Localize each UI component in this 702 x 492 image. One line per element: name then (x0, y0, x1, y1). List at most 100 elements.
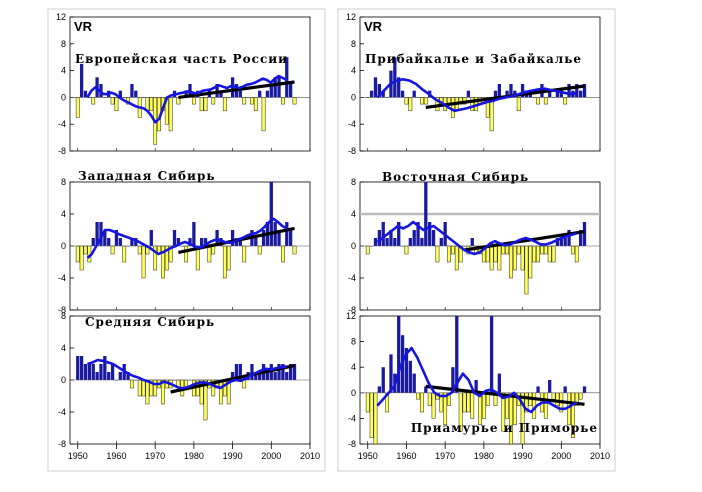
bar-positive-1987 (219, 90, 223, 98)
bar-negative-1970 (443, 392, 448, 426)
bar-positive-2005 (579, 230, 583, 246)
bar-positive-2004 (285, 372, 289, 380)
bar-negative-1996 (543, 392, 548, 419)
bar-negative-1984 (497, 245, 502, 271)
panel-title: Приамурье и Приморье (411, 421, 598, 435)
bar-positive-1984 (497, 84, 501, 98)
bar-positive-2002 (277, 77, 281, 98)
bar-negative-1966 (427, 392, 432, 406)
y-tick-label: 12 (56, 12, 66, 22)
bar-negative-1967 (141, 245, 146, 279)
bar-negative-1987 (509, 392, 513, 445)
y-tick-label: 4 (61, 66, 66, 76)
trend-line (178, 80, 295, 99)
bar-positive-1951 (79, 63, 84, 98)
y-tick-label: -4 (58, 407, 66, 417)
bar-positive-2001 (563, 238, 567, 246)
bar-positive-1995 (250, 364, 254, 380)
plot-frame (359, 315, 601, 445)
bar-positive-1953 (377, 386, 381, 393)
bar-negative-1995 (540, 245, 544, 255)
bar-negative-1986 (505, 245, 509, 255)
bar-negative-1964 (130, 379, 134, 389)
bar-positive-2000 (269, 182, 273, 246)
bar-positive-1999 (555, 238, 560, 246)
bar-negative-1951 (369, 392, 374, 438)
x-tick-label: 1980 (184, 451, 204, 461)
y-tick-label: 4 (61, 343, 66, 353)
bar-positive-1964 (130, 238, 134, 246)
moving-average-line (376, 346, 578, 414)
bar-positive-1961 (118, 90, 122, 98)
bar-negative-1995 (250, 97, 254, 105)
bar-positive-1954 (91, 364, 95, 380)
bar-negative-1985 (211, 245, 216, 255)
bar-negative-1969 (149, 97, 154, 112)
bar-positive-1979 (188, 238, 192, 246)
bar-positive-1976 (466, 90, 471, 98)
bar-negative-1980 (191, 97, 196, 105)
bar-negative-1989 (516, 97, 521, 112)
y-tick-label: -4 (58, 119, 66, 129)
bar-positive-1957 (393, 57, 397, 98)
bar-positive-1956 (99, 222, 103, 246)
bar-positive-1976 (176, 238, 181, 246)
bar-positive-2000 (559, 238, 563, 246)
bar-positive-1962 (412, 230, 416, 246)
x-tick-label: 1990 (223, 451, 243, 461)
bar-negative-2006 (292, 97, 297, 105)
bar-positive-1963 (126, 372, 130, 380)
bar-positive-2005 (289, 230, 293, 246)
bar-positive-2005 (289, 364, 293, 380)
y-tick-label: -8 (58, 146, 66, 156)
bar-positive-2000 (559, 90, 563, 98)
bar-positive-1980 (192, 222, 196, 246)
panel-title: Европейская часть России (75, 52, 288, 66)
panel-bottom-left: -8 -4 0 4 8 Средняя Сибирь (58, 311, 311, 449)
bar-positive-1963 (416, 222, 420, 246)
y-tick-label: -4 (348, 413, 356, 423)
bar-negative-2004 (574, 245, 579, 263)
bar-positive-1954 (381, 90, 385, 98)
bar-positive-2001 (273, 372, 277, 380)
x-tick-label: 1950 (358, 451, 378, 461)
y-tick-label: 8 (351, 337, 356, 347)
bar-positive-1961 (408, 360, 412, 393)
bar-negative-1980 (481, 392, 486, 419)
y-tick-label: 8 (61, 177, 66, 187)
moving-average-line (376, 78, 577, 113)
bar-negative-1967 (141, 379, 146, 397)
bar-positive-1956 (99, 364, 103, 380)
bar-negative-1983 (203, 97, 208, 112)
bar-positive-1999 (265, 372, 270, 380)
bar-positive-1983 (203, 238, 208, 246)
bar-positive-1956 (389, 230, 393, 246)
bar-negative-1988 (222, 97, 227, 112)
bar-negative-1990 (520, 245, 525, 271)
bar-positive-1978 (184, 90, 188, 98)
bar-positive-1954 (91, 238, 95, 246)
y-tick-label: 0 (351, 241, 356, 251)
bar-negative-1954 (91, 97, 96, 105)
bar-negative-1952 (373, 392, 378, 445)
bar-negative-1950 (75, 97, 80, 118)
y-tick-label: 8 (351, 177, 356, 187)
bar-positive-1954 (381, 222, 385, 246)
x-tick-label: 2010 (590, 451, 610, 461)
bar-positive-1951 (369, 90, 374, 98)
bar-negative-1964 (420, 392, 424, 413)
y-tick-label: -8 (348, 305, 356, 315)
x-tick-label: 1990 (513, 451, 533, 461)
bar-positive-2000 (269, 84, 273, 98)
bar-positive-1992 (238, 238, 242, 246)
bar-negative-1972 (451, 245, 455, 255)
bar-positive-1986 (215, 230, 219, 246)
bar-positive-1965 (424, 386, 428, 393)
panel-top-left: -8 -4 0 4 8 12 Европейская часть России VR (56, 12, 311, 156)
bar-positive-1958 (397, 222, 401, 246)
bar-negative-2003 (281, 245, 285, 263)
bar-positive-1984 (497, 373, 501, 393)
bar-positive-2002 (567, 230, 571, 246)
bar-positive-1982 (489, 316, 494, 393)
bar-negative-1996 (543, 245, 548, 255)
